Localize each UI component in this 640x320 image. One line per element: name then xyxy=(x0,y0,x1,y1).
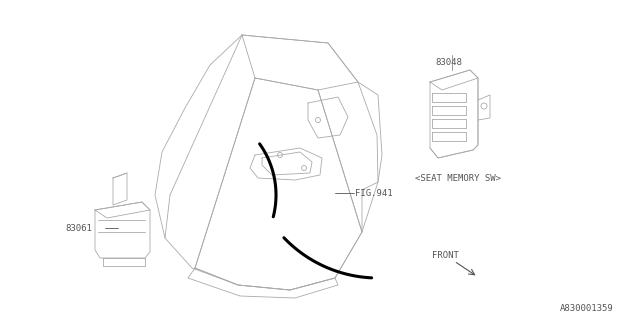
Text: <SEAT MEMORY SW>: <SEAT MEMORY SW> xyxy=(415,173,501,182)
Text: FIG.941: FIG.941 xyxy=(355,188,392,197)
Text: FRONT: FRONT xyxy=(432,251,459,260)
Text: A830001359: A830001359 xyxy=(560,304,614,313)
Text: 83048: 83048 xyxy=(435,58,462,67)
Text: 83061: 83061 xyxy=(65,223,92,233)
